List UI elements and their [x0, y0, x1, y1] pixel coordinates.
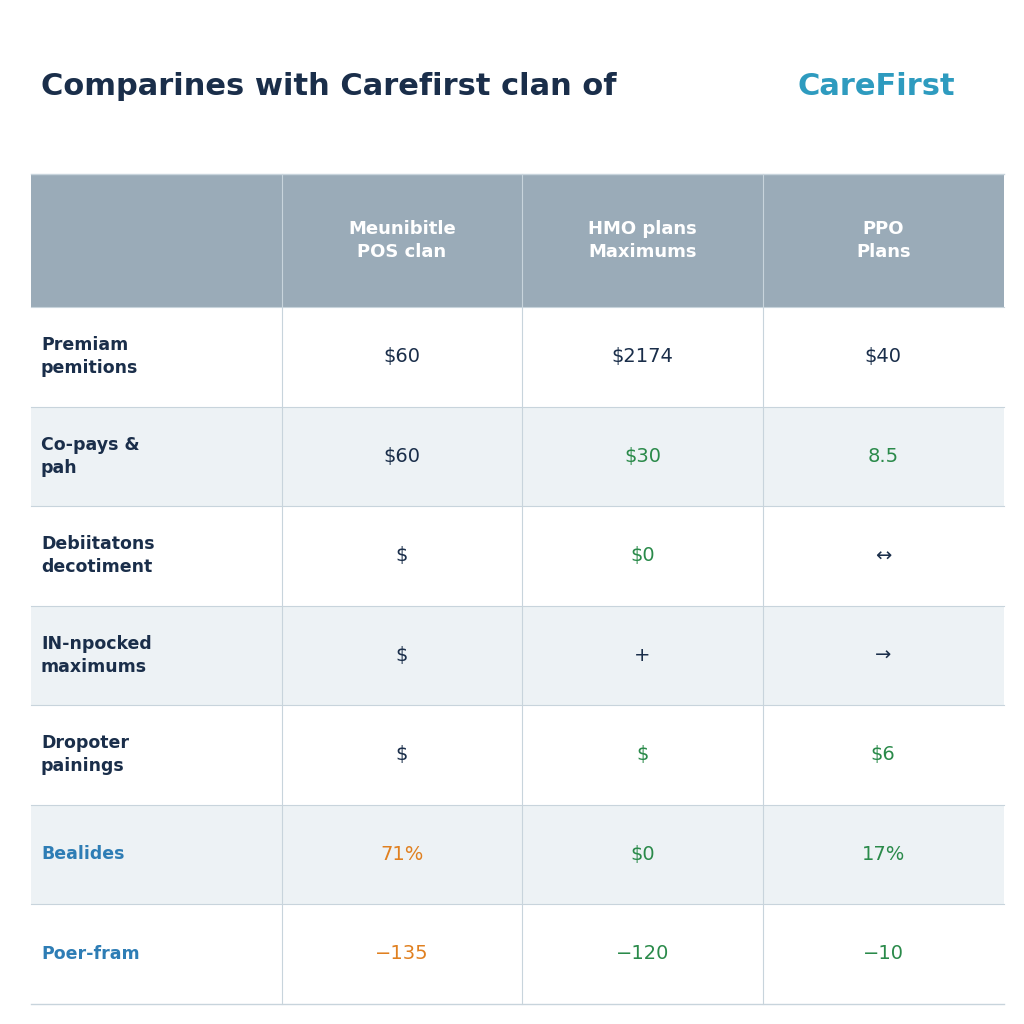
Text: $6: $6 — [870, 745, 896, 764]
FancyBboxPatch shape — [31, 506, 1004, 605]
Text: Premiam
pemitions: Premiam pemitions — [41, 337, 138, 378]
FancyBboxPatch shape — [31, 605, 1004, 706]
Text: ↔: ↔ — [876, 547, 891, 565]
Text: $: $ — [395, 547, 409, 565]
Text: Co-pays &
pah: Co-pays & pah — [41, 436, 139, 477]
Text: Comparines with Carefirst clan of: Comparines with Carefirst clan of — [41, 72, 627, 100]
FancyBboxPatch shape — [31, 706, 1004, 805]
Text: $60: $60 — [383, 446, 421, 466]
Text: $0: $0 — [630, 845, 655, 864]
Text: Bealides: Bealides — [41, 845, 125, 863]
Text: $: $ — [395, 646, 409, 665]
FancyBboxPatch shape — [31, 805, 1004, 904]
FancyBboxPatch shape — [31, 307, 1004, 407]
Text: Poer-fram: Poer-fram — [41, 945, 139, 963]
Text: −10: −10 — [862, 944, 904, 964]
Text: −120: −120 — [615, 944, 670, 964]
FancyBboxPatch shape — [31, 407, 1004, 506]
Text: $0: $0 — [630, 547, 655, 565]
Text: 71%: 71% — [380, 845, 424, 864]
Text: $: $ — [636, 745, 649, 764]
Text: Meunibitle
POS clan: Meunibitle POS clan — [348, 220, 456, 261]
Text: $40: $40 — [864, 347, 902, 367]
Text: $2174: $2174 — [611, 347, 674, 367]
FancyBboxPatch shape — [31, 904, 1004, 1004]
Text: +: + — [634, 646, 651, 665]
Text: →: → — [876, 646, 891, 665]
Text: IN-npocked
maximums: IN-npocked maximums — [41, 635, 152, 676]
Text: HMO plans
Maximums: HMO plans Maximums — [588, 220, 697, 261]
Text: PPO
Plans: PPO Plans — [856, 220, 910, 261]
Text: CareFirst: CareFirst — [798, 72, 954, 100]
Text: −135: −135 — [375, 944, 429, 964]
Text: 17%: 17% — [861, 845, 905, 864]
Text: 8.5: 8.5 — [867, 446, 899, 466]
Text: Debiitatons
decotiment: Debiitatons decotiment — [41, 536, 155, 577]
Text: $30: $30 — [624, 446, 662, 466]
Text: $: $ — [395, 745, 409, 764]
Text: Dropoter
painings: Dropoter painings — [41, 734, 129, 775]
Text: $60: $60 — [383, 347, 421, 367]
FancyBboxPatch shape — [31, 174, 1004, 307]
